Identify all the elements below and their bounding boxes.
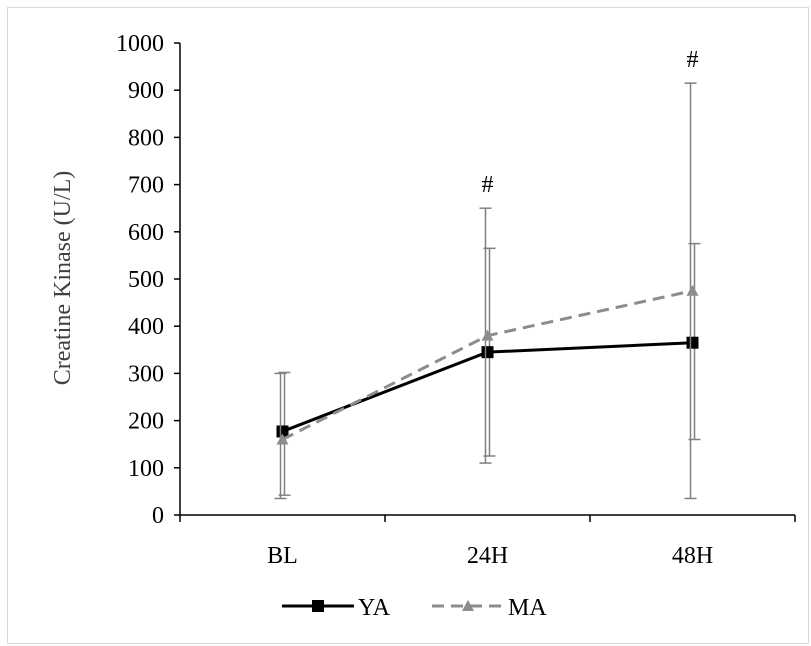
y-axis-label: Creatine Kinase (U/L) bbox=[50, 171, 76, 386]
x-axis: BL 24H 48H bbox=[179, 514, 796, 569]
legend-label: MA bbox=[508, 595, 547, 621]
y-tick-label: 0 bbox=[152, 503, 164, 529]
significance-marker: # bbox=[687, 47, 699, 73]
series-ma bbox=[274, 82, 699, 500]
data-point bbox=[686, 284, 699, 296]
data-point bbox=[276, 425, 289, 438]
y-tick-label: 900 bbox=[128, 78, 164, 104]
y-tick-label: 300 bbox=[128, 361, 164, 387]
x-tick-label: 24H bbox=[467, 543, 508, 569]
legend-marker bbox=[462, 600, 474, 611]
annotation-layer: ## bbox=[482, 47, 699, 198]
y-tick-label: 400 bbox=[128, 314, 164, 340]
y-tick-label: 1000 bbox=[116, 31, 164, 57]
y-tick-label: 800 bbox=[128, 125, 164, 151]
data-point bbox=[686, 336, 699, 349]
data-point bbox=[481, 346, 494, 359]
y-tick-label: 100 bbox=[128, 456, 164, 482]
series-layer bbox=[274, 82, 701, 500]
legend-item-ma: MA bbox=[432, 595, 547, 621]
data-point bbox=[276, 433, 289, 445]
legend-item-ya: YA bbox=[282, 595, 391, 621]
series-ya bbox=[276, 242, 701, 496]
legend-label: YA bbox=[358, 595, 391, 621]
legend-marker bbox=[312, 600, 324, 612]
y-tick-label: 700 bbox=[128, 173, 164, 199]
data-point bbox=[481, 329, 494, 341]
legend: YA MA bbox=[282, 595, 547, 621]
series-line bbox=[281, 289, 693, 441]
y-tick-label: 200 bbox=[128, 409, 164, 435]
significance-marker: # bbox=[482, 172, 494, 198]
x-tick-label: 48H bbox=[672, 543, 713, 569]
x-tick-label: BL bbox=[267, 543, 298, 569]
y-axis: 0 100 200 300 400 500 600 700 800 900 1000 bbox=[116, 31, 181, 529]
y-tick-label: 500 bbox=[128, 267, 164, 293]
y-tick-label: 600 bbox=[128, 220, 164, 246]
chart-frame bbox=[7, 7, 809, 644]
